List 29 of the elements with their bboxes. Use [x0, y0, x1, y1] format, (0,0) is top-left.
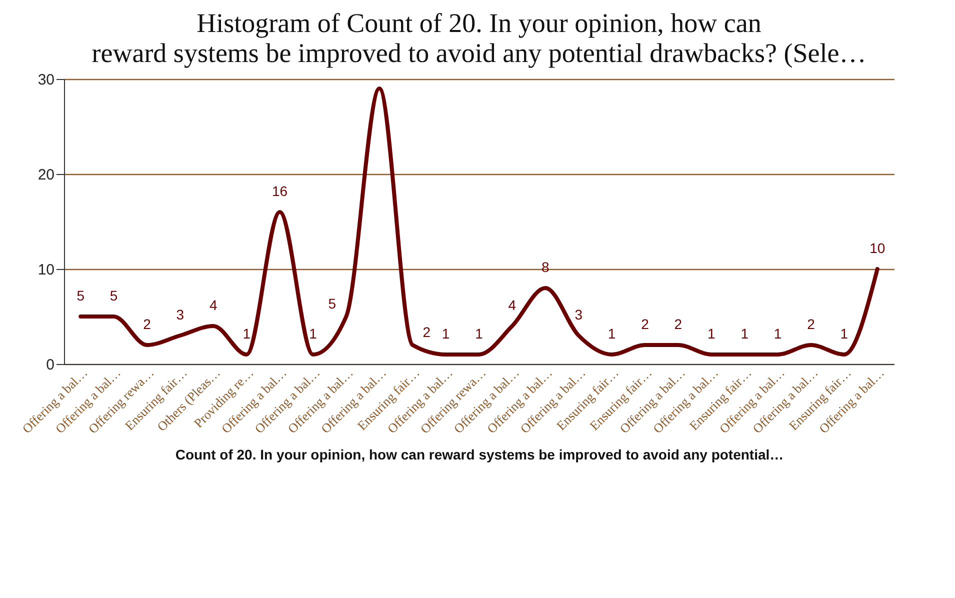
data-label: 1: [740, 326, 749, 342]
data-label: 4: [210, 297, 218, 313]
data-label: 1: [442, 326, 450, 342]
data-label: 16: [272, 183, 288, 199]
y-tick-label: 0: [46, 356, 54, 374]
data-label: 1: [840, 326, 848, 342]
data-label: 2: [641, 316, 650, 332]
y-tick-label: 30: [38, 72, 54, 88]
data-label: 2: [422, 324, 431, 340]
data-label: 2: [674, 316, 682, 332]
data-label: 3: [574, 306, 583, 322]
data-label: 3: [176, 306, 184, 322]
data-label: 4: [508, 297, 516, 313]
data-label: 2: [143, 316, 152, 332]
data-label: 5: [110, 288, 118, 304]
chart-title: Histogram of Count of 20. In your opinion, how can reward systems be improved to avoid any potential drawbacks? (Sele…: [92, 8, 866, 68]
data-label: 1: [242, 326, 251, 342]
data-label: 2: [807, 316, 816, 332]
data-label: 1: [475, 326, 484, 342]
x-axis-title: Count of 20. In your opinion, how can reward systems be improved to avoid any potential…: [175, 446, 784, 463]
data-label: 5: [76, 288, 85, 304]
y-tick-label: 20: [38, 166, 54, 184]
data-label: 10: [870, 240, 886, 256]
data-label: 1: [309, 326, 318, 342]
y-tick-label: 10: [38, 262, 54, 278]
data-label: 1: [774, 326, 782, 342]
data-label: 1: [608, 326, 616, 342]
data-label: 1: [708, 326, 716, 342]
data-label: 5: [328, 296, 336, 312]
